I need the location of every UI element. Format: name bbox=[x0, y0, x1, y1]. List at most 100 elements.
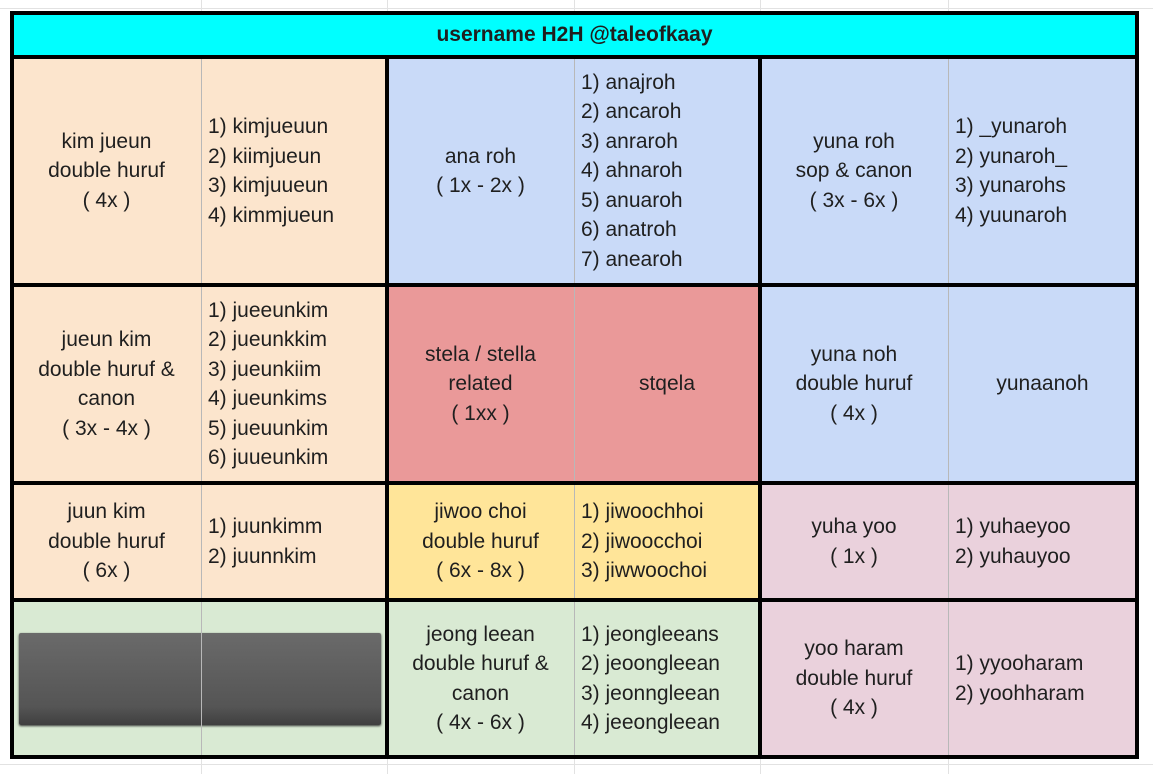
column-border bbox=[385, 55, 389, 759]
username-item: 1) jiwoochhoi bbox=[581, 500, 704, 524]
username-item: 2) yoohharam bbox=[955, 681, 1085, 705]
group-label: yuna roh sop & canon ( 3x - 6x ) bbox=[760, 57, 948, 285]
label-line: ( 3x - 6x ) bbox=[809, 188, 899, 212]
label-line: juun kim bbox=[67, 500, 146, 524]
username-item: 2) jiwoocchoi bbox=[581, 529, 703, 553]
row-border bbox=[12, 598, 1137, 602]
group-label: jueun kim double huruf & canon ( 3x - 4x ) bbox=[12, 285, 201, 483]
username-item: 1) anajroh bbox=[581, 70, 676, 94]
label-line: ( 4x ) bbox=[830, 696, 878, 720]
username-list: 1) jiwoochhoi 2) jiwoocchoi 3) jiwwoochoi bbox=[574, 483, 760, 600]
sheet-gridline bbox=[0, 764, 1153, 765]
label-line: double huruf & bbox=[38, 357, 175, 381]
username-item: 1) _yunaroh bbox=[955, 115, 1068, 138]
label-line: jeong leean bbox=[426, 622, 535, 646]
label-line: double huruf bbox=[48, 159, 165, 183]
sheet-gridline bbox=[0, 8, 1153, 9]
username-item: 1) jueeunkim bbox=[208, 298, 329, 322]
group-label: ana roh ( 1x - 2x ) bbox=[387, 57, 574, 285]
column-border bbox=[758, 55, 762, 759]
label-line: double huruf & bbox=[412, 652, 549, 675]
group-label: stela / stella related ( 1xx ) bbox=[387, 285, 574, 483]
column-border bbox=[1135, 11, 1139, 759]
label-line: ( 6x - 8x ) bbox=[436, 559, 525, 583]
username-item: 4) ahnaroh bbox=[581, 159, 683, 183]
username-list: 1) anajroh 2) ancaroh 3) anraroh 4) ahnaroh… bbox=[574, 57, 760, 285]
label-line: ( 1xx ) bbox=[451, 401, 510, 425]
group-label: jiwoo choi double huruf ( 6x - 8x ) bbox=[387, 483, 574, 600]
cell-background bbox=[387, 483, 760, 600]
username-item: 1) juunkimm bbox=[208, 515, 323, 538]
username-item: 6) juueunkim bbox=[208, 446, 329, 469]
label-line: kim jueun bbox=[61, 129, 152, 153]
username-item: 3) jueunkiim bbox=[208, 357, 322, 381]
label-line: ( 1x ) bbox=[830, 544, 878, 568]
username-item: 3) jiwwoochoi bbox=[581, 559, 708, 583]
cell-divider bbox=[948, 57, 949, 757]
username-list: 1) yyooharam 2) yoohharam bbox=[948, 600, 1137, 757]
label-line: related bbox=[448, 372, 513, 396]
label-line: stela / stella bbox=[425, 342, 536, 366]
username-item: 2) jueunkkim bbox=[208, 328, 328, 351]
label-line: canon bbox=[77, 387, 136, 410]
label-line: ( 1x - 2x ) bbox=[436, 174, 525, 197]
username-item: 3) jeonngleean bbox=[581, 681, 720, 705]
cell-background bbox=[387, 600, 760, 757]
username-item: 2) juunnkim bbox=[208, 544, 317, 568]
table-border bbox=[12, 11, 1137, 15]
username-item: yunaanoh bbox=[996, 372, 1089, 396]
label-line: yuna roh bbox=[813, 129, 895, 153]
username-list: 1) _yunaroh 2) yunaroh_ 3) yunarohs 4) yuun… bbox=[948, 57, 1137, 285]
username-item: stqela bbox=[638, 372, 696, 396]
username-item: 2) jeoongleean bbox=[581, 652, 720, 675]
group-label: juun kim double huruf ( 6x ) bbox=[12, 483, 201, 600]
username-list: 1) kimjueuun 2) kiimjueun 3) kimjuueun 4) k… bbox=[201, 57, 387, 285]
group-label: yuna noh double huruf ( 4x ) bbox=[760, 285, 948, 483]
label-line: sop & canon bbox=[795, 159, 913, 183]
label-line: jiwoo choi bbox=[434, 500, 527, 524]
username-item: 2) kiimjueun bbox=[208, 144, 322, 168]
label-line: yuna noh bbox=[810, 342, 898, 366]
username-item: 3) yunarohs bbox=[955, 174, 1066, 197]
username-item: 1) yyooharam bbox=[955, 652, 1084, 675]
username-item: 7) anearoh bbox=[581, 247, 683, 271]
label-line: ana roh bbox=[444, 144, 517, 168]
username-item: 6) anatroh bbox=[581, 218, 677, 242]
cell-background bbox=[12, 57, 387, 285]
column-border bbox=[10, 11, 14, 759]
username-item: 5) anuaroh bbox=[581, 188, 683, 212]
group-label: jeong leean double huruf & canon ( 4x - 6x … bbox=[387, 600, 574, 757]
table-border bbox=[12, 755, 1137, 759]
username-item: 4) jueunkims bbox=[208, 387, 328, 410]
label-line: jueun kim bbox=[61, 328, 152, 351]
label-line: canon bbox=[451, 681, 510, 705]
row-border bbox=[12, 283, 1137, 287]
username-list: 1) jeongleeans 2) jeoongleean 3) jeonnglee… bbox=[574, 600, 760, 757]
username-item: 4) jeeongleean bbox=[581, 711, 720, 734]
username-item: 3) anraroh bbox=[581, 129, 678, 153]
row-border bbox=[12, 55, 1137, 59]
username-item: 2) yunaroh_ bbox=[955, 144, 1068, 168]
label-line: double huruf bbox=[48, 529, 165, 553]
cell-background bbox=[12, 285, 387, 483]
label-line: ( 4x ) bbox=[82, 188, 131, 212]
username-list: 1) jueeunkim 2) jueunkkim 3) jueunkiim 4) j… bbox=[201, 285, 387, 483]
label-line: ( 6x ) bbox=[82, 559, 131, 583]
label-line: double huruf bbox=[422, 529, 539, 553]
cell-background bbox=[387, 285, 760, 483]
label-line: ( 4x - 6x ) bbox=[436, 711, 525, 734]
username-item: 4) kimmjueun bbox=[208, 203, 335, 227]
header-title: username H2H @taleofkaay bbox=[12, 13, 1137, 57]
cell-background bbox=[12, 483, 387, 600]
username-item: 4) yuunaroh bbox=[955, 203, 1068, 227]
group-label: kim jueun double huruf ( 4x ) bbox=[12, 57, 201, 285]
group-label: yoo haram double huruf ( 4x ) bbox=[760, 600, 948, 757]
username-list: 1) yuhaeyoo 2) yuhauyoo bbox=[948, 483, 1137, 600]
image-placeholder bbox=[19, 633, 381, 725]
row-border bbox=[12, 481, 1137, 485]
username-item: 2) yuhauyoo bbox=[955, 544, 1071, 568]
cell-divider bbox=[201, 57, 202, 757]
group-label: yuha yoo ( 1x ) bbox=[760, 483, 948, 600]
username-list: stqela bbox=[574, 285, 760, 483]
username-list: 1) juunkimm 2) juunnkim bbox=[201, 483, 387, 600]
